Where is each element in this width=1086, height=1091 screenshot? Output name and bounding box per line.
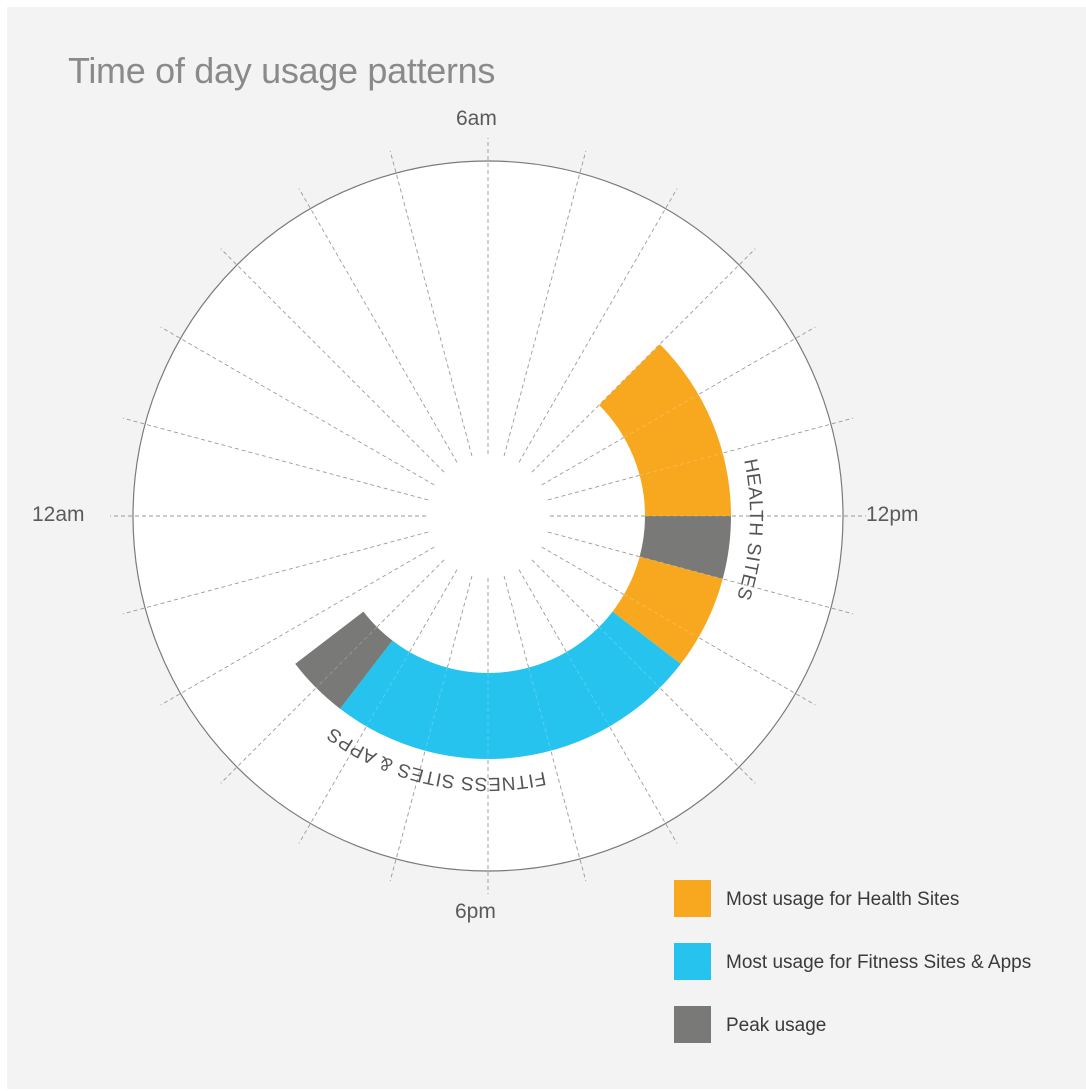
health-arc-b (612, 556, 723, 664)
bar-grid-line-17 (528, 667, 552, 751)
grid-line-8 (518, 188, 678, 463)
bar-grid-line-3 (315, 343, 378, 406)
grid-line-3 (220, 248, 445, 473)
legend-swatch-peak (674, 1006, 711, 1043)
legend-label-health: Most usage for Health Sites (726, 889, 960, 910)
health-arc-a (599, 344, 731, 516)
bar-grid-line-8 (566, 305, 610, 381)
legend-item-fitness: Most usage for Fitness Sites & Apps (674, 943, 1074, 981)
bar-grid-line-5 (424, 281, 448, 365)
bar-grid-line-19 (424, 667, 448, 751)
bar-grid-line-16 (566, 651, 610, 727)
inner-hole (426, 454, 550, 578)
fitness-peak-arc (295, 611, 393, 709)
hour-label-12am: 12am (32, 503, 85, 526)
hour-label-6pm: 6pm (455, 900, 496, 923)
bar-grid-line-2 (277, 394, 353, 438)
bar-grid-line-22 (277, 594, 353, 638)
grid-line-7 (503, 150, 587, 457)
bar-grid-line-13 (639, 556, 723, 580)
grid-line-5 (389, 150, 473, 457)
bar-grid-line-11 (639, 452, 723, 476)
bar-grid-line-1 (253, 452, 337, 476)
legend-swatch-fitness (674, 943, 711, 980)
grid-line-23 (122, 531, 429, 615)
hour-label-12pm: 12pm (866, 503, 919, 526)
legend-item-peak: Peak usage (674, 1006, 1074, 1044)
bar-grid-line-4 (366, 305, 410, 381)
hour-label-6am: 6am (456, 107, 497, 130)
bar-grid-line-21 (315, 626, 378, 689)
bar-grid-line-23 (253, 556, 337, 580)
usage-arcs (245, 273, 731, 759)
chart-title: Time of day usage patterns (68, 50, 496, 91)
fitness-arc-a (340, 611, 681, 759)
bar-grid-line-10 (623, 394, 699, 438)
legend-swatch-health (674, 880, 711, 917)
grid-line-9 (531, 248, 756, 473)
grid-line-4 (298, 188, 458, 463)
legend-label-peak: Peak usage (726, 1015, 827, 1036)
grid-line-22 (160, 546, 435, 706)
bar-grid-line-20 (366, 651, 410, 727)
bar-grid-line-7 (528, 281, 552, 365)
grid-line-1 (122, 417, 429, 501)
legend-item-health: Most usage for Health Sites (674, 880, 1074, 918)
health-peak-arc (639, 516, 731, 579)
bar-grid-line-15 (598, 626, 661, 689)
bar-grid-line-9 (598, 343, 661, 406)
grid-line-2 (160, 326, 435, 486)
legend-label-fitness: Most usage for Fitness Sites & Apps (726, 952, 1032, 973)
bar-grid-line-14 (623, 594, 699, 638)
